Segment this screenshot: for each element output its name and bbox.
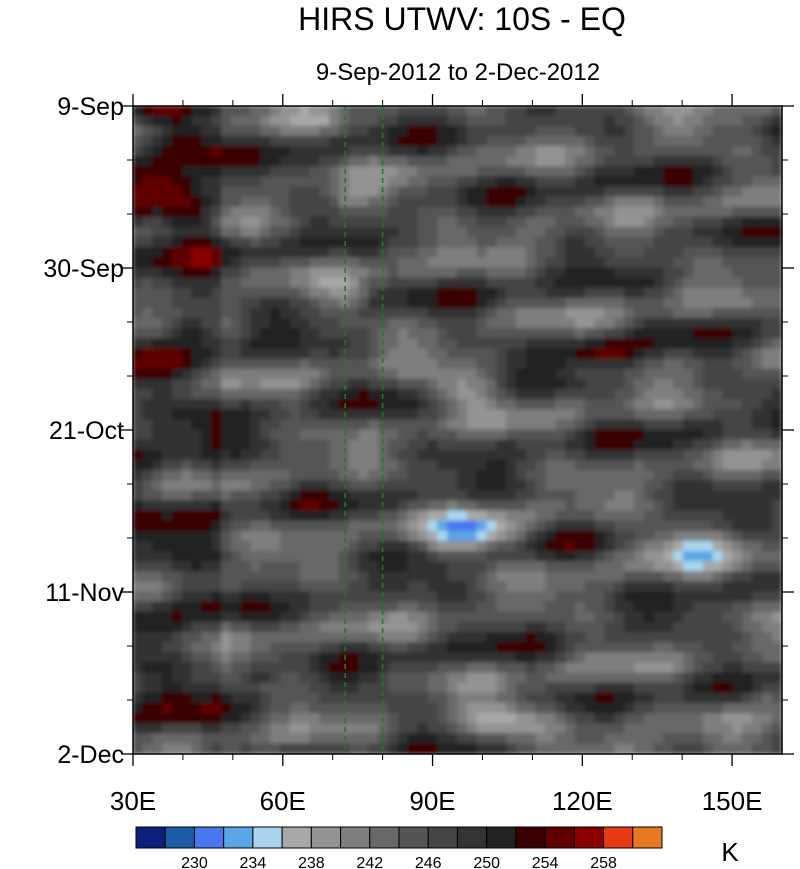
- y-tick-label: 30-Sep: [43, 255, 124, 283]
- chart-title: HIRS UTWV: 10S - EQ: [298, 1, 626, 37]
- colorbar-swatch: [603, 826, 634, 849]
- colorbar-swatch: [486, 826, 517, 849]
- y-tick-label: 11-Nov: [45, 579, 124, 607]
- colorbar-swatch: [456, 826, 488, 849]
- field-shading: [133, 106, 782, 754]
- colorbar-swatch: [515, 826, 546, 849]
- colorbar-label: 234: [240, 855, 267, 869]
- y-tick-label: 21-Oct: [49, 417, 124, 445]
- colorbar-swatch: [369, 826, 400, 849]
- colorbar-swatch: [252, 826, 283, 849]
- colorbar-label: 230: [181, 855, 208, 869]
- x-tick-label: 30E: [110, 786, 156, 816]
- colorbar-swatch: [340, 826, 371, 849]
- colorbar: 230 234 238 242 246 250 254 258: [135, 826, 663, 869]
- colorbar-swatch: [632, 826, 663, 849]
- x-tick-label: 60E: [260, 786, 306, 816]
- colorbar-swatch: [573, 826, 605, 849]
- x-tick-label: 90E: [409, 786, 455, 816]
- colorbar-swatch: [310, 826, 342, 849]
- colorbar-swatch: [281, 826, 312, 849]
- colorbar-swatch: [223, 826, 254, 849]
- chart-subtitle: 9-Sep-2012 to 2-Dec-2012: [316, 59, 600, 86]
- colorbar-label: 250: [473, 855, 500, 869]
- colorbar-swatch: [193, 826, 225, 849]
- colorbar-label: 258: [590, 855, 617, 869]
- colorbar-swatch: [427, 826, 458, 849]
- colorbar-label: 254: [532, 855, 559, 869]
- colorbar-label: 242: [356, 855, 383, 869]
- colorbar-swatch: [164, 826, 195, 849]
- x-tick-label: 120E: [552, 786, 613, 816]
- colorbar-swatch: [398, 826, 429, 849]
- colorbar-label: 238: [298, 855, 325, 869]
- colorbar-unit: K: [721, 837, 739, 867]
- colorbar-label: 246: [415, 855, 442, 869]
- colorbar-swatch: [135, 826, 166, 849]
- axes: 30E 60E 90E 120E 150E 9-Sep 30-Sep 21-Oct 11-Nov…: [43, 93, 794, 816]
- y-tick-label: 9-Sep: [57, 93, 124, 121]
- plot-area: [133, 106, 782, 754]
- y-tick-label: 2-Dec: [57, 741, 124, 769]
- x-tick-label: 150E: [702, 786, 763, 816]
- colorbar-swatch: [544, 826, 575, 849]
